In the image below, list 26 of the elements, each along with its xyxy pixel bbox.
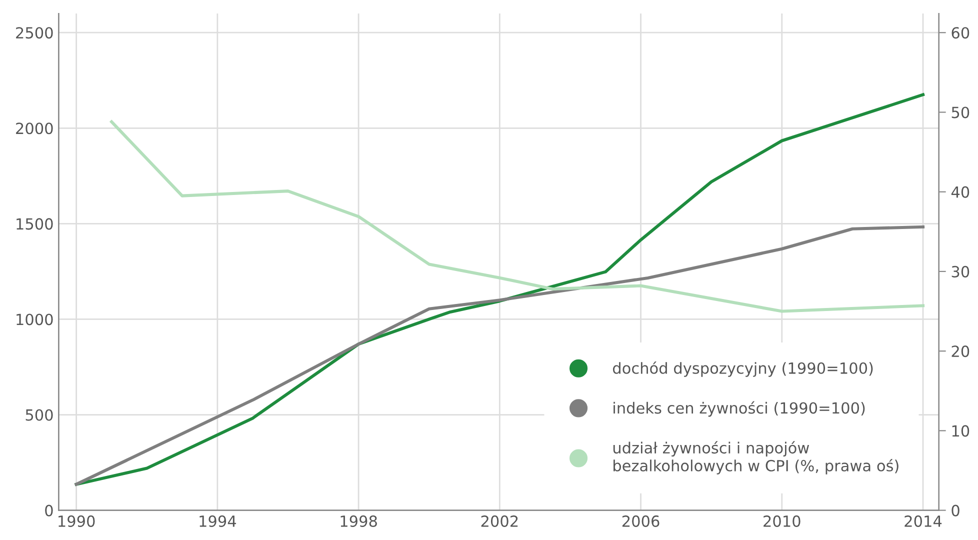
y2-tick-label: 60	[952, 27, 970, 39]
y-tick-label: 500	[26, 409, 53, 421]
y-tick-label: 0	[45, 504, 53, 516]
legend-label: indeks cen żywności (1990=100)	[614, 401, 865, 417]
legend-label: udział żywności i napojów bezalkoholowych w CPI (%, prawa oś)	[613, 441, 898, 474]
x-tick-label: 1998	[340, 515, 377, 527]
x-tick-label: 2006	[622, 515, 660, 527]
x-tick-label: 1994	[200, 515, 236, 527]
x-tick-label: 1990	[58, 515, 95, 527]
legend-label: dochód dyspozycyjny (1990=100)	[612, 361, 873, 377]
y2-tick-label: 20	[952, 346, 970, 358]
line-series	[74, 225, 925, 486]
y-tick-label: 2000	[16, 122, 53, 134]
line-series	[74, 93, 925, 486]
y-tick-label: 1500	[16, 218, 53, 230]
x-tick-label: 2014	[904, 515, 942, 527]
x-tick-label: 2010	[764, 515, 800, 527]
y-tick-label: 1000	[16, 314, 53, 326]
y-tick-label: 2500	[16, 27, 53, 39]
line-series	[110, 120, 925, 313]
y2-tick-label: 10	[952, 425, 970, 437]
x-tick-label: 2002	[481, 515, 518, 527]
y2-tick-label: 30	[952, 266, 970, 278]
y2-tick-label: 40	[951, 186, 970, 198]
y2-tick-label: 0	[952, 504, 960, 516]
y2-tick-label: 50	[952, 106, 970, 118]
